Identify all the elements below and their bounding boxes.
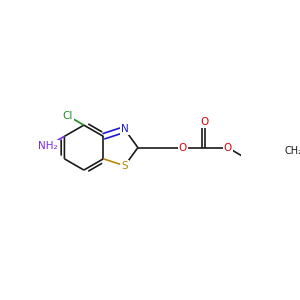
Text: Cl: Cl bbox=[62, 111, 73, 121]
Text: NH₂: NH₂ bbox=[38, 141, 58, 151]
Text: N: N bbox=[121, 124, 129, 134]
Text: O: O bbox=[224, 142, 232, 153]
Text: S: S bbox=[122, 161, 128, 171]
Text: O: O bbox=[200, 117, 208, 127]
Text: CH₂: CH₂ bbox=[285, 146, 300, 156]
Text: O: O bbox=[179, 142, 187, 153]
